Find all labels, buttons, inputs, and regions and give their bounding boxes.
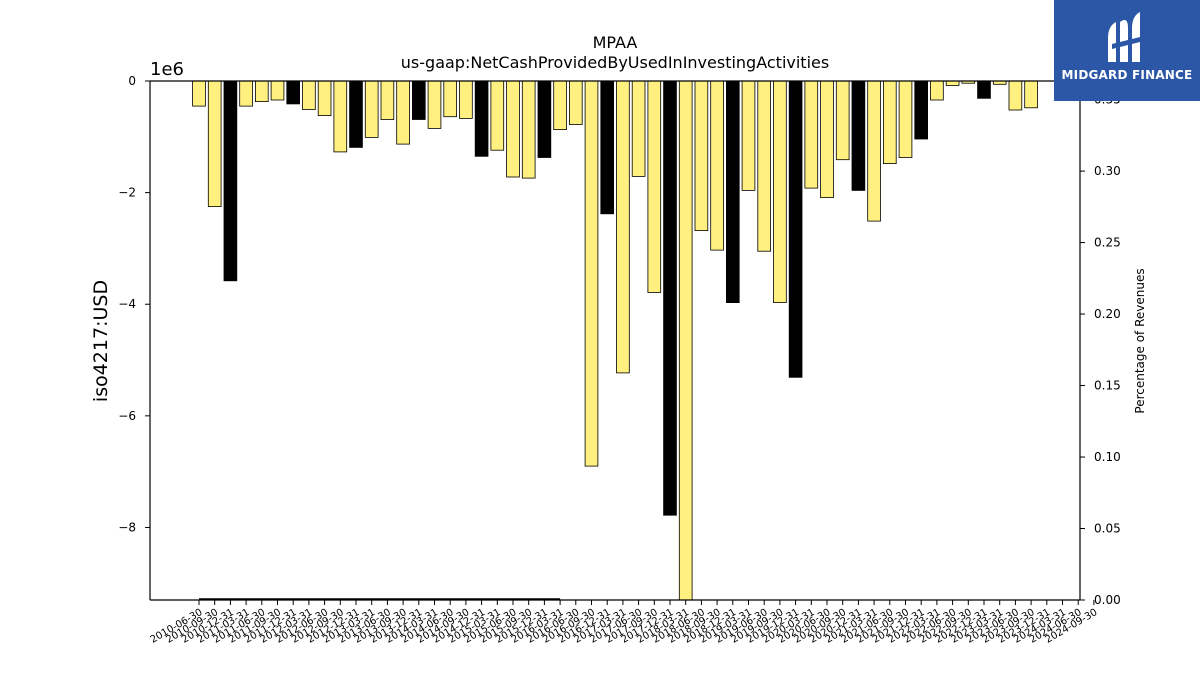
bar — [678, 80, 693, 601]
bar — [270, 80, 285, 101]
bar — [396, 80, 410, 145]
bar — [851, 80, 866, 191]
bar — [364, 80, 379, 138]
bar — [914, 80, 928, 140]
bar — [788, 80, 803, 378]
bar — [600, 80, 614, 215]
y2-tick-label: 0.30 — [1094, 164, 1121, 178]
bar — [411, 80, 426, 120]
bar — [584, 80, 599, 467]
bar — [883, 80, 897, 164]
bar — [930, 80, 944, 101]
bar — [380, 80, 395, 120]
bar — [820, 80, 834, 198]
bar — [726, 80, 740, 304]
logo-text: MIDGARD FINANCE — [1061, 68, 1193, 82]
y2-axis-label: Percentage of Revenues — [1133, 268, 1147, 413]
bar — [694, 80, 709, 232]
bar — [349, 80, 363, 148]
y-axis-offset-label: 1e6 — [150, 59, 184, 80]
bar — [317, 80, 332, 116]
y-tick-label: −4 — [118, 297, 136, 311]
y-ticks-group: 0 −2 −4 −6 −8 — [118, 74, 150, 534]
bar — [537, 80, 552, 158]
y-tick-label: −2 — [118, 186, 136, 200]
bar — [427, 80, 442, 129]
bar — [333, 80, 348, 153]
bar — [710, 80, 724, 251]
y2-tick-label: 0.15 — [1094, 379, 1121, 393]
bar — [286, 80, 300, 105]
chart-title: MPAA — [593, 33, 638, 52]
y2-ticks-group: 0.000.050.100.150.200.250.300.35 — [1080, 93, 1121, 607]
axes-group — [149, 80, 1081, 601]
bar — [757, 80, 771, 252]
bar — [977, 80, 991, 99]
y2-tick-label: 0.10 — [1094, 450, 1121, 464]
bar — [223, 80, 238, 282]
bar — [254, 80, 269, 103]
y2-tick-label: 0.25 — [1094, 236, 1121, 250]
y2-tick-label: 0.05 — [1094, 522, 1121, 536]
bar — [647, 80, 662, 293]
y-tick-label: 0 — [128, 74, 136, 88]
bar — [207, 80, 222, 207]
bar — [192, 80, 206, 107]
y2-tick-label: 0.00 — [1094, 593, 1121, 607]
bar — [443, 80, 457, 118]
bar — [506, 80, 520, 178]
y-axis-label: iso4217:USD — [90, 280, 112, 402]
bar — [553, 80, 567, 130]
logo-mark-icon — [1108, 12, 1144, 62]
bar — [945, 80, 960, 86]
bar — [1008, 80, 1023, 111]
brand-logo: MIDGARD FINANCE — [1054, 0, 1200, 101]
y-tick-label: −8 — [118, 520, 136, 534]
bar — [773, 80, 787, 304]
x-ticks-group: 2010-06-302010-09-302010-12-312011-03-31… — [149, 600, 1099, 646]
bar — [302, 80, 316, 110]
bar — [867, 80, 881, 222]
y2-tick-label: 0.20 — [1094, 307, 1121, 321]
bar — [616, 80, 630, 374]
bar — [521, 80, 536, 179]
bar — [459, 80, 473, 119]
bar — [1024, 80, 1038, 109]
bar — [804, 80, 819, 189]
bar — [569, 80, 583, 125]
bar — [239, 80, 253, 107]
chart-subtitle: us-gaap:NetCashProvidedByUsedInInvesting… — [401, 53, 829, 72]
bars-group — [192, 80, 1038, 601]
bar — [898, 80, 913, 158]
bar — [474, 80, 489, 157]
bar — [741, 80, 756, 191]
bar — [490, 80, 505, 151]
bar — [663, 80, 677, 516]
bar — [835, 80, 850, 161]
y-tick-label: −6 — [118, 409, 136, 423]
bar — [631, 80, 646, 177]
